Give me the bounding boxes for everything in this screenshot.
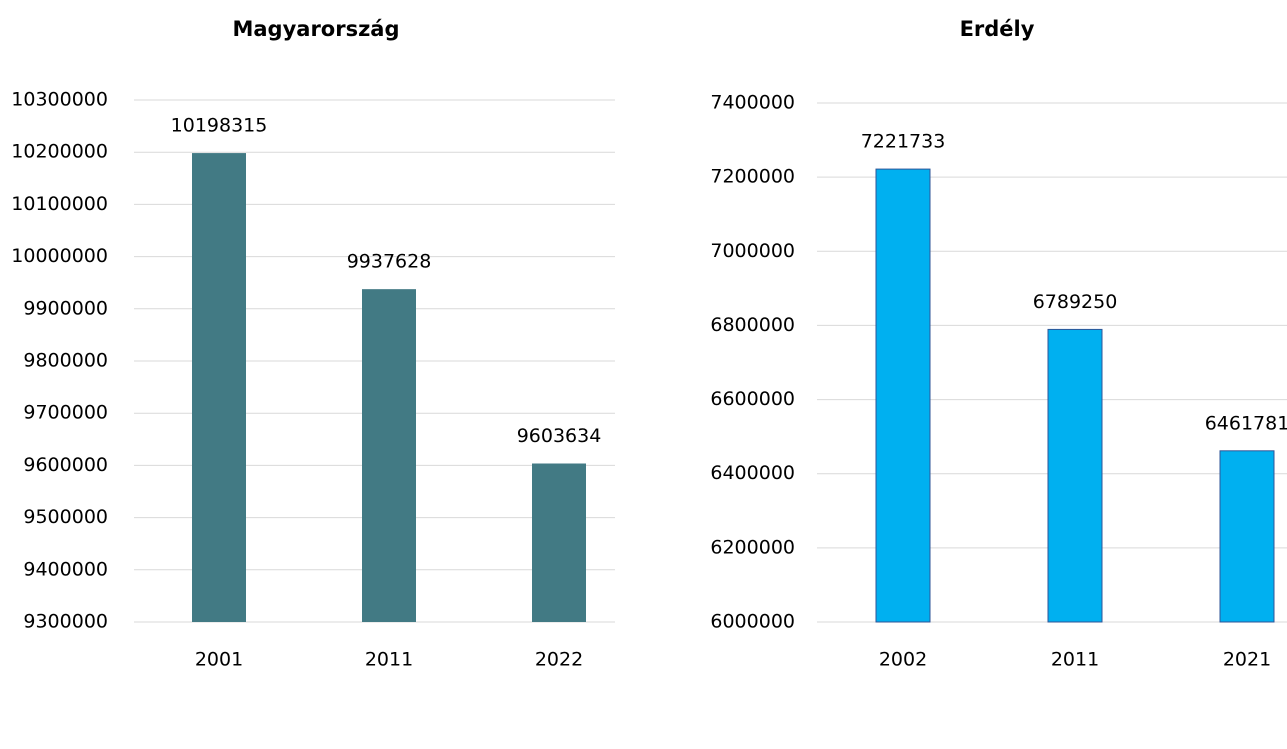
y-tick-label: 9700000 xyxy=(23,402,108,424)
bar xyxy=(1219,450,1275,623)
y-tick-label: 10000000 xyxy=(11,245,108,267)
y-tick-label: 6200000 xyxy=(710,536,795,558)
y-tick-label: 7200000 xyxy=(710,166,795,188)
y-tick-label: 6800000 xyxy=(710,314,795,336)
x-tick-label: 2022 xyxy=(535,649,583,671)
data-label: 7221733 xyxy=(861,131,946,153)
y-tick-label: 6000000 xyxy=(710,611,795,633)
y-tick-label: 6600000 xyxy=(710,388,795,410)
y-tick-label: 9600000 xyxy=(23,454,108,476)
data-label: 10198315 xyxy=(171,115,268,137)
y-tick-label: 9800000 xyxy=(23,350,108,372)
chart-title: Magyarország xyxy=(232,17,399,41)
data-label: 9937628 xyxy=(347,251,432,273)
y-tick-label: 6400000 xyxy=(710,462,795,484)
bar xyxy=(192,153,246,622)
data-label: 9603634 xyxy=(517,425,602,447)
y-tick-label: 7400000 xyxy=(710,92,795,114)
y-tick-label: 9900000 xyxy=(23,297,108,319)
y-tick-label: 10100000 xyxy=(11,193,108,215)
bar xyxy=(875,168,931,623)
chart-title: Erdély xyxy=(960,17,1035,41)
y-tick-label: 10200000 xyxy=(11,141,108,163)
x-tick-label: 2001 xyxy=(195,649,243,671)
y-tick-label: 9300000 xyxy=(23,611,108,633)
x-tick-label: 2021 xyxy=(1223,649,1271,671)
x-tick-label: 2011 xyxy=(1051,649,1099,671)
data-label: 6461781 xyxy=(1205,412,1287,434)
x-tick-label: 2002 xyxy=(879,649,927,671)
y-tick-label: 9400000 xyxy=(23,558,108,580)
y-tick-label: 9500000 xyxy=(23,506,108,528)
y-tick-label: 7000000 xyxy=(710,240,795,262)
y-tick-label: 10300000 xyxy=(11,89,108,111)
bar xyxy=(532,463,586,622)
data-label: 6789250 xyxy=(1033,291,1118,313)
bar xyxy=(1047,328,1103,623)
bar xyxy=(362,289,416,622)
x-tick-label: 2011 xyxy=(365,649,413,671)
